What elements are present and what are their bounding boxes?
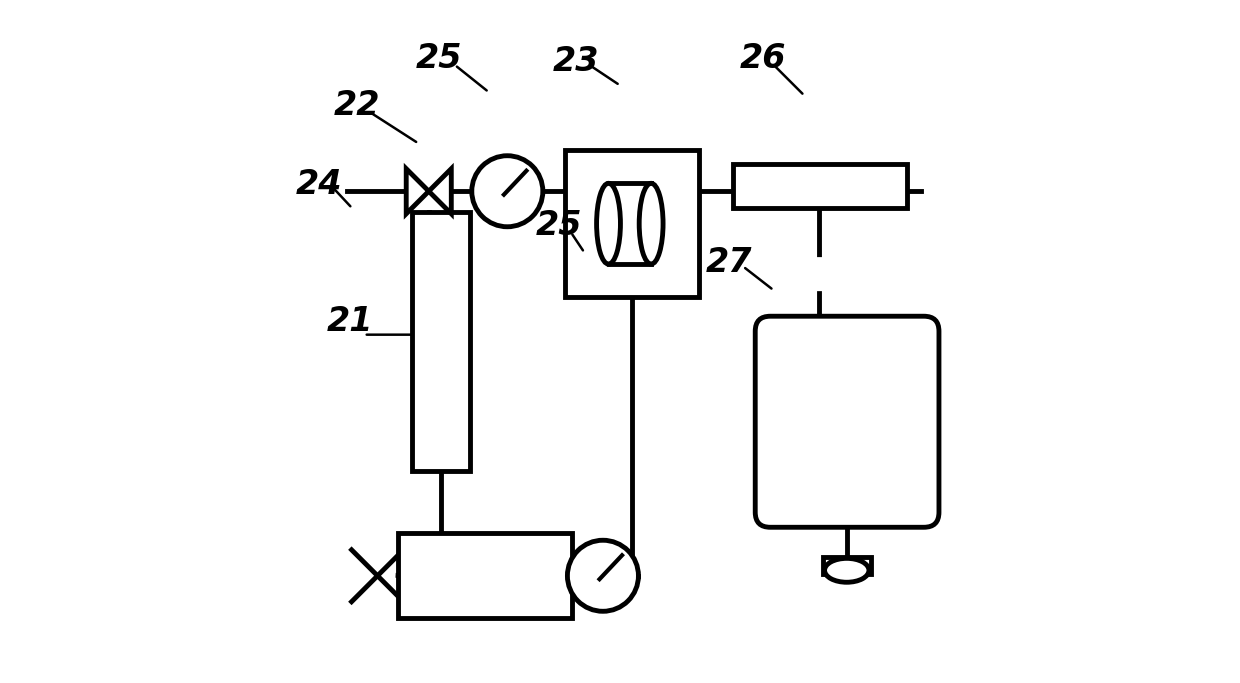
Bar [412,212,470,471]
Text: 22: 22 [334,89,381,122]
Text: 23: 23 [552,45,599,78]
Text: 21: 21 [327,305,373,337]
Bar [398,533,572,618]
Text: 25: 25 [415,42,463,74]
Circle shape [568,540,639,611]
Ellipse shape [639,183,663,264]
Bar [565,150,698,297]
Bar [609,183,651,264]
Bar [823,557,870,574]
Bar [733,164,906,208]
FancyBboxPatch shape [755,316,939,527]
Text: 24: 24 [296,168,342,201]
Text: 25: 25 [536,209,582,242]
Text: 27: 27 [706,247,753,279]
Polygon shape [407,169,429,214]
Text: 26: 26 [740,42,786,74]
Ellipse shape [596,183,620,264]
Ellipse shape [825,559,869,582]
Circle shape [471,156,543,227]
Polygon shape [429,169,451,214]
